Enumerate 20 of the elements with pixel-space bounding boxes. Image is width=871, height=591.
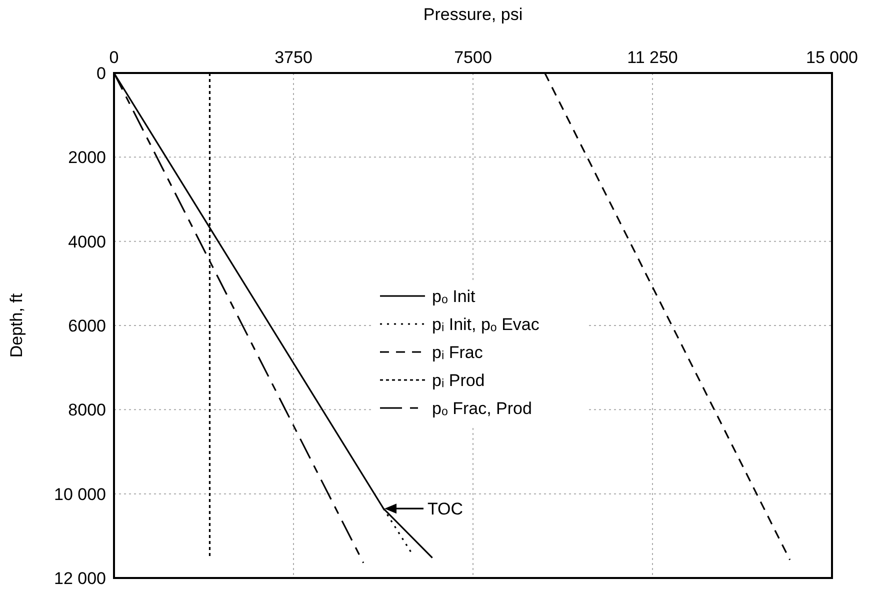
legend-label: pₒ Init [432,287,476,306]
x-tick-label: 0 [109,48,119,67]
legend-label: pᵢ Init, pₒ Evac [432,315,540,334]
y-tick-label: 8000 [68,400,106,420]
y-tick-label: 2000 [68,148,106,168]
y-tick-label: 12 000 [54,569,106,588]
y-tick-label: 6000 [68,316,106,336]
y-axis-title: Depth, ft [7,293,26,358]
y-tick-label: 10 000 [54,484,106,504]
x-axis-title: Pressure, psi [423,5,523,24]
x-tick-label: 15 000 [806,48,858,67]
legend-label: pₒ Frac, Prod [432,399,532,418]
legend-label: pᵢ Frac [432,343,484,362]
legend-label: pᵢ Prod [432,371,485,390]
y-tick-label: 0 [96,64,106,83]
x-tick-label: 7500 [454,48,492,67]
x-tick-label: 11 250 [627,48,678,67]
annotation: TOC [427,500,464,519]
y-tick-label: 4000 [68,232,106,252]
x-tick-label: 3750 [274,48,312,67]
